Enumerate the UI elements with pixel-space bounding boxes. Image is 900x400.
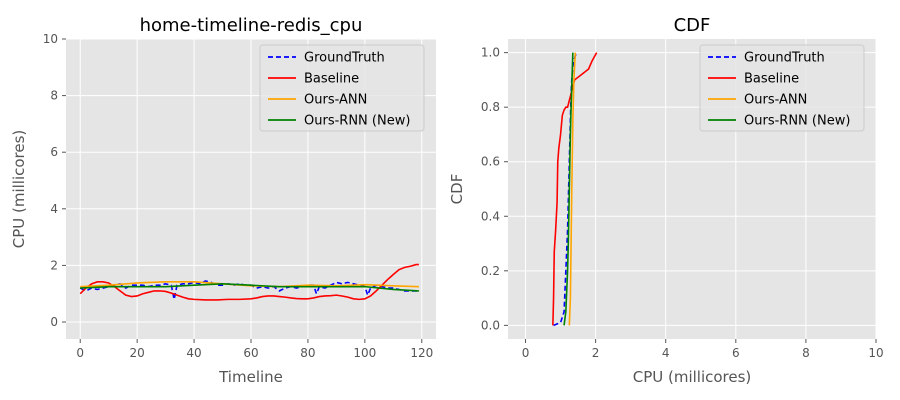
chart-1-legend-entry: Baseline bbox=[304, 72, 359, 87]
chart-2-x-tick-label: 4 bbox=[662, 346, 670, 360]
chart-2-legend-box bbox=[699, 44, 865, 132]
chart-1-x-tick-label: 0 bbox=[76, 346, 84, 360]
chart-2-y-axis-label: CDF bbox=[448, 174, 466, 205]
chart-1-legend-box bbox=[259, 44, 425, 132]
chart-1-x-axis-label: Timeline bbox=[218, 368, 283, 386]
chart-2-x-tick-label: 8 bbox=[802, 346, 810, 360]
chart-1-y-tick-label: 0 bbox=[50, 315, 58, 329]
chart-2-series-baseline bbox=[552, 52, 598, 326]
chart-1-y-tick-label: 6 bbox=[50, 145, 58, 159]
chart-1-series-ours-rnn-new bbox=[80, 283, 419, 292]
chart-1-x-tick-label: 100 bbox=[353, 346, 376, 360]
chart-2-y-tick-label: 0.6 bbox=[481, 155, 500, 169]
chart-2-legend-entry: Baseline bbox=[744, 72, 799, 87]
chart-2-y-tick-label: 0.2 bbox=[481, 264, 500, 278]
chart-1-y-tick-label: 2 bbox=[50, 258, 58, 272]
chart-1-title: home-timeline-redis_cpu bbox=[140, 15, 363, 36]
chart-1-legend-entry: Ours-ANN bbox=[304, 93, 367, 108]
chart-2-title: CDF bbox=[674, 15, 711, 36]
chart-2-x-tick-label: 0 bbox=[522, 346, 530, 360]
chart-2-legend-entry: GroundTruth bbox=[744, 51, 825, 66]
chart-2: 0 2 4 6 8 10 0.0 0.2 0.4 0.6 0.8 1.0 CDF CPU (millico… bbox=[448, 15, 884, 386]
chart-1-y-tick-label: 10 bbox=[43, 32, 58, 46]
chart-1-x-tick-label: 80 bbox=[300, 346, 315, 360]
chart-2-x-tick-label: 2 bbox=[592, 346, 600, 360]
chart-1-legend-entry: Ours-RNN (New) bbox=[304, 114, 410, 129]
chart-1-x-tick-label: 20 bbox=[130, 346, 145, 360]
chart-2-series-ours-ann bbox=[568, 52, 577, 326]
chart-2-y-tick-label: 0.4 bbox=[481, 209, 500, 223]
chart-1-x-tick-label: 60 bbox=[243, 346, 258, 360]
chart-2-y-tick-label: 0.0 bbox=[481, 318, 500, 332]
chart-1-x-tick-label: 120 bbox=[410, 346, 433, 360]
chart-2-y-tick-label: 1.0 bbox=[481, 46, 500, 60]
chart-1-x-tick-label: 40 bbox=[186, 346, 201, 360]
chart-1-y-tick-label: 8 bbox=[50, 89, 58, 103]
chart-2-x-tick-label: 6 bbox=[732, 346, 740, 360]
chart-2-y-tick-label: 0.8 bbox=[481, 100, 500, 114]
chart-2-legend-entry: Ours-ANN bbox=[744, 93, 807, 108]
chart-1: 0 20 40 60 80 100 120 0 2 4 6 8 10 home-timeline-redi… bbox=[10, 15, 436, 386]
chart-2-x-axis-label: CPU (millicores) bbox=[633, 368, 752, 386]
chart-1-series-baseline bbox=[79, 263, 419, 301]
chart-2-legend: GroundTruth Baseline Ours-ANN Ours-RNN (New… bbox=[699, 44, 865, 132]
chart-2-legend-entry: Ours-RNN (New) bbox=[744, 114, 850, 129]
chart-2-x-tick-label: 10 bbox=[868, 346, 883, 360]
chart-1-y-axis-label: CPU (millicores) bbox=[10, 130, 28, 249]
chart-1-y-tick-label: 4 bbox=[50, 202, 58, 216]
chart-1-legend-entry: GroundTruth bbox=[304, 51, 385, 66]
chart-2-series-ours-rnn-new bbox=[563, 52, 574, 326]
chart-1-legend: GroundTruth Baseline Ours-ANN Ours-RNN (New… bbox=[259, 44, 425, 132]
